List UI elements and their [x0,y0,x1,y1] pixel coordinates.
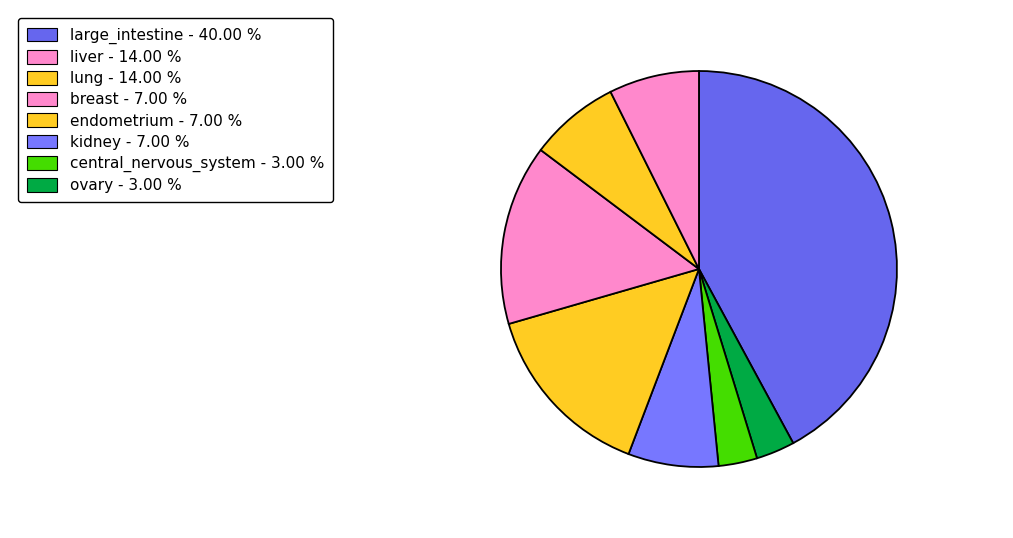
Wedge shape [699,71,897,443]
Wedge shape [699,269,793,458]
Wedge shape [611,71,699,269]
Wedge shape [699,269,757,466]
Wedge shape [628,269,718,467]
Wedge shape [509,269,699,454]
Wedge shape [501,150,699,324]
Wedge shape [541,92,699,269]
Legend: large_intestine - 40.00 %, liver - 14.00 %, lung - 14.00 %, breast - 7.00 %, end: large_intestine - 40.00 %, liver - 14.00… [18,18,333,202]
